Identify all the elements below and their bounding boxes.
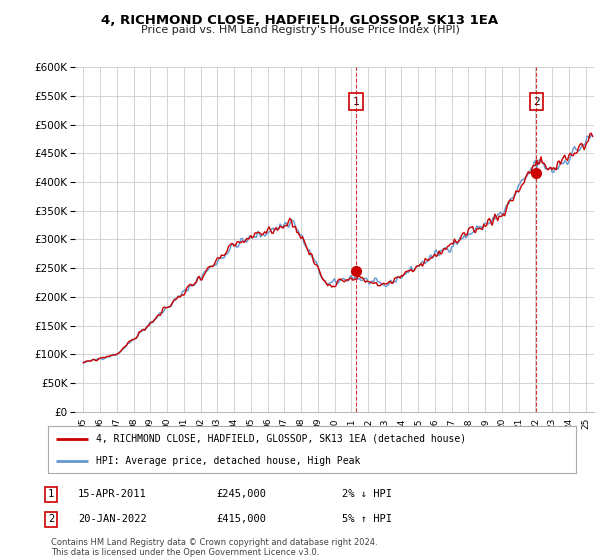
- Text: £415,000: £415,000: [216, 514, 266, 524]
- Text: HPI: Average price, detached house, High Peak: HPI: Average price, detached house, High…: [95, 456, 360, 466]
- Text: 20-JAN-2022: 20-JAN-2022: [78, 514, 147, 524]
- Text: 1: 1: [48, 489, 54, 500]
- Text: 2: 2: [48, 514, 54, 524]
- Text: 1: 1: [353, 97, 359, 106]
- Text: 4, RICHMOND CLOSE, HADFIELD, GLOSSOP, SK13 1EA: 4, RICHMOND CLOSE, HADFIELD, GLOSSOP, SK…: [101, 14, 499, 27]
- Text: 2: 2: [533, 97, 539, 106]
- Text: 5% ↑ HPI: 5% ↑ HPI: [342, 514, 392, 524]
- Text: 15-APR-2011: 15-APR-2011: [78, 489, 147, 500]
- Text: £245,000: £245,000: [216, 489, 266, 500]
- Text: Contains HM Land Registry data © Crown copyright and database right 2024.
This d: Contains HM Land Registry data © Crown c…: [51, 538, 377, 557]
- Text: Price paid vs. HM Land Registry's House Price Index (HPI): Price paid vs. HM Land Registry's House …: [140, 25, 460, 35]
- Text: 4, RICHMOND CLOSE, HADFIELD, GLOSSOP, SK13 1EA (detached house): 4, RICHMOND CLOSE, HADFIELD, GLOSSOP, SK…: [95, 434, 466, 444]
- Text: 2% ↓ HPI: 2% ↓ HPI: [342, 489, 392, 500]
